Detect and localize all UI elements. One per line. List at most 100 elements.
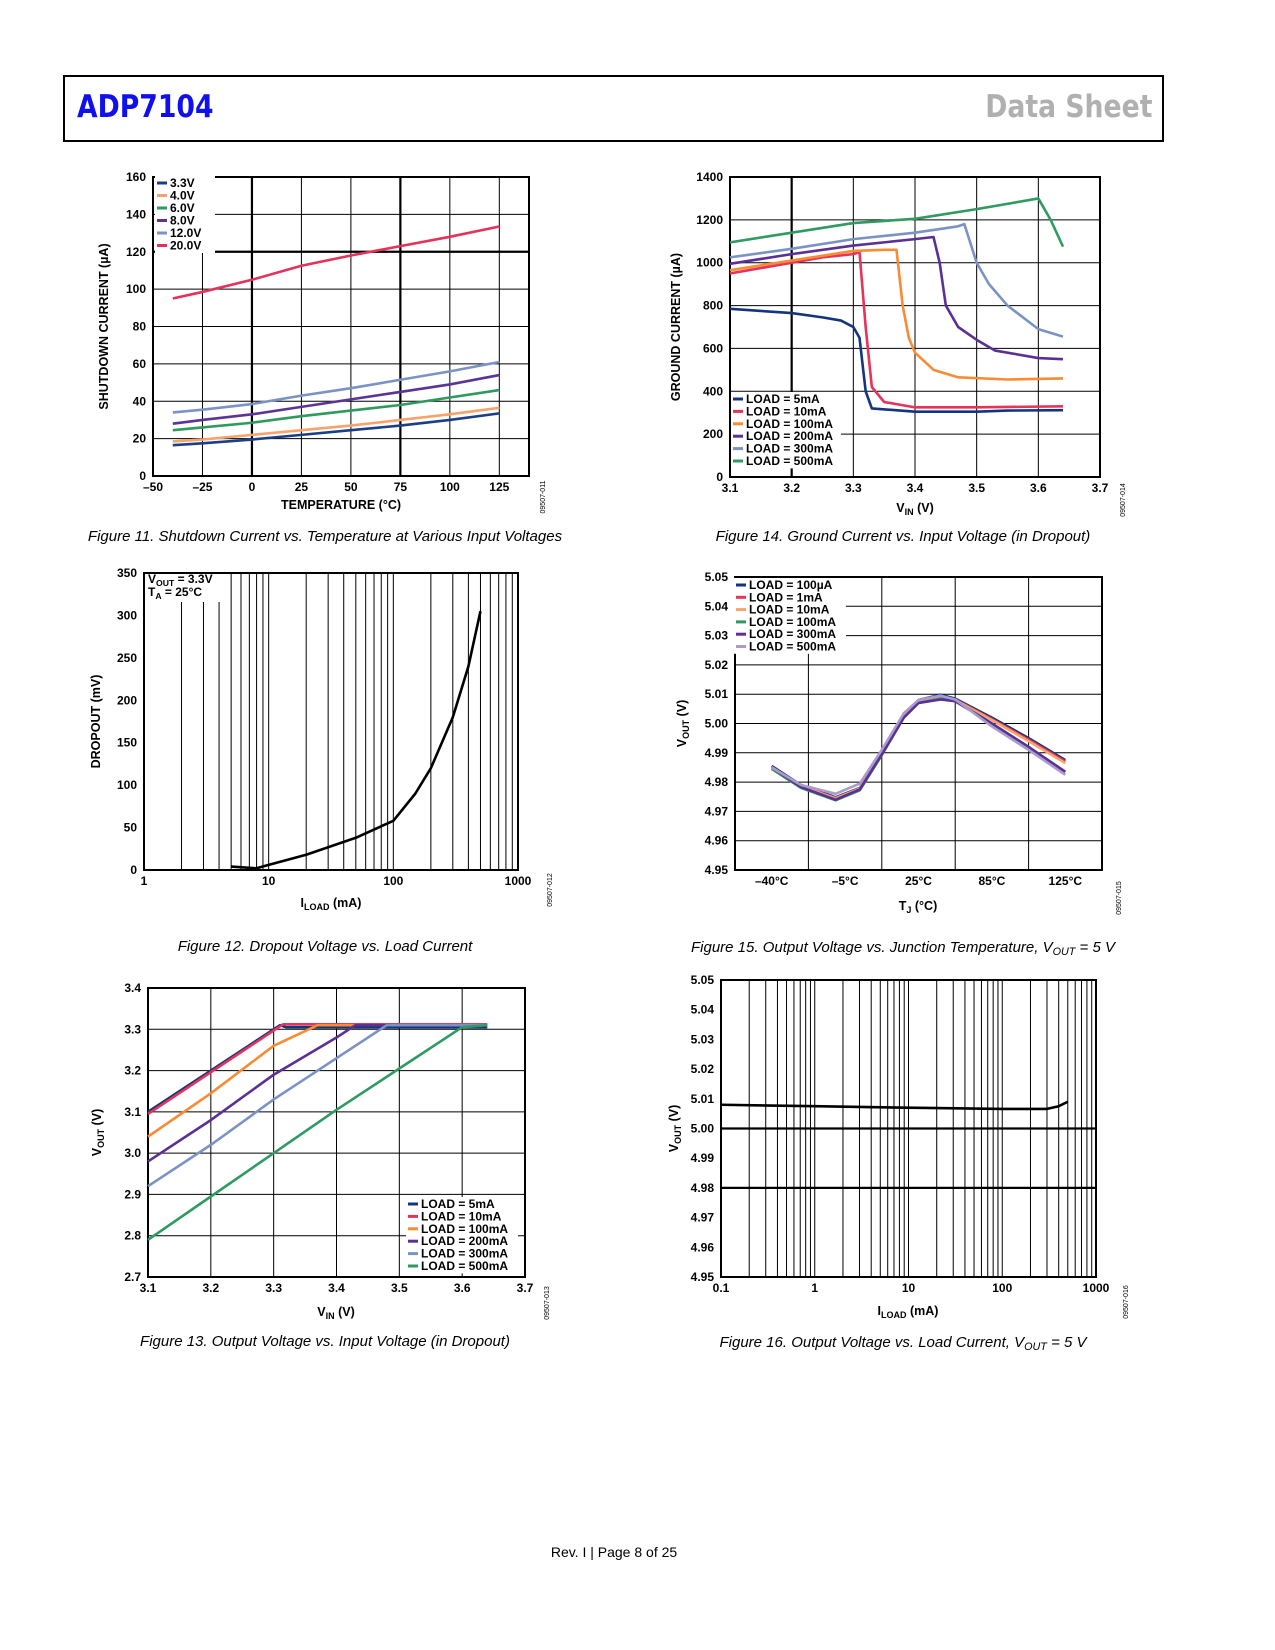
x-axis-label-rest: (mA) — [907, 1304, 939, 1318]
x-axis-label-sub: LOAD — [881, 1310, 907, 1320]
figure-code: 09507-014 — [1120, 483, 1127, 517]
legend-background — [406, 1197, 518, 1274]
y-axis-label: SHUTDOWN CURRENT (µA) — [97, 243, 111, 409]
x-tick-label: 3.7 — [517, 1281, 534, 1295]
y-axis-label-main: SHUTDOWN CURRENT (µA) — [97, 243, 111, 409]
figure-caption-sub: OUT — [1024, 1341, 1048, 1353]
y-tick-label: 50 — [124, 821, 138, 835]
x-tick-label: 10 — [902, 1281, 916, 1295]
annotation-main: T — [148, 585, 156, 599]
figure-caption: Figure 13. Output Voltage vs. Input Volt… — [140, 1333, 510, 1350]
legend-background — [734, 578, 846, 654]
x-tick-label: 3.3 — [265, 1281, 282, 1295]
legend-label: LOAD = 1mA — [749, 590, 823, 604]
y-tick-label: 3.1 — [124, 1105, 141, 1119]
plot-frame — [143, 572, 519, 871]
y-axis-label: GROUND CURRENT (µA) — [669, 253, 683, 401]
y-tick-label: 0 — [716, 470, 723, 484]
figure-code: 09507-012 — [547, 873, 554, 907]
legend-label: 3.3V — [170, 176, 195, 190]
document-type: Data Sheet — [984, 89, 1152, 125]
series-line-3 — [147, 1023, 488, 1163]
y-tick-label: 5.01 — [691, 1092, 715, 1106]
legend-label: LOAD = 5mA — [746, 392, 820, 406]
y-tick-label: 40 — [133, 394, 147, 408]
figure-09507-014: 3.1 3.2 3.3 3.4 3.5 3.6 3.7 0 200 400 600 800 1000 12… — [669, 170, 1127, 545]
page-header: ADP7104 Data Sheet — [63, 75, 1164, 142]
y-axis-label: VOUT (V) — [667, 1105, 683, 1152]
legend-label: LOAD = 500mA — [421, 1259, 508, 1273]
x-tick-label: –5°C — [832, 874, 859, 888]
y-tick-label: 1200 — [696, 213, 723, 227]
figure-caption: Figure 16. Output Voltage vs. Load Curre… — [719, 1334, 1088, 1353]
legend-label: LOAD = 100mA — [421, 1222, 508, 1236]
figure-caption-main: Figure 12. Dropout Voltage vs. Load Curr… — [178, 938, 473, 955]
figure-caption: Figure 14. Ground Current vs. Input Volt… — [716, 528, 1091, 545]
series-line-1 — [172, 406, 500, 443]
x-axis-label-main: T — [899, 899, 907, 913]
y-tick-label: 4.99 — [691, 1151, 715, 1165]
plot-frame — [147, 987, 526, 1278]
figure-caption-rest: = 5 V — [1047, 1334, 1089, 1351]
plot-frame — [729, 176, 1101, 478]
x-axis-label-rest: (V) — [335, 1305, 355, 1319]
y-tick-label: 5.03 — [691, 1032, 715, 1046]
series-line-4 — [147, 1023, 488, 1188]
x-tick-label: 3.7 — [1092, 481, 1109, 495]
x-axis-label: TEMPERATURE (°C) — [281, 498, 401, 512]
annotation-rest: = 25°C — [162, 585, 203, 599]
y-tick-label: 4.96 — [691, 1240, 715, 1254]
y-tick-label: 3.4 — [124, 981, 141, 995]
x-tick-label: 0.1 — [713, 1281, 730, 1295]
x-tick-label: 10 — [262, 874, 276, 888]
figure-code: 09507-013 — [544, 1286, 551, 1320]
series-line-5 — [729, 197, 1065, 248]
y-tick-label: 3.0 — [124, 1146, 141, 1160]
series-line-1 — [729, 250, 1064, 409]
x-tick-label: 3.4 — [907, 481, 924, 495]
x-axis-label: ILOAD (mA) — [878, 1304, 939, 1320]
y-tick-label: 400 — [703, 384, 723, 398]
y-tick-label: 160 — [126, 170, 146, 184]
annotation-background — [146, 574, 224, 602]
y-axis-label-rest: (V) — [90, 1109, 104, 1129]
y-axis-label-sub: OUT — [673, 1124, 683, 1144]
x-tick-label: 50 — [344, 480, 358, 494]
legend-label: LOAD = 10mA — [421, 1209, 502, 1223]
plot-frame — [720, 979, 1097, 1278]
x-tick-label: –40°C — [755, 874, 789, 888]
series-line-1 — [770, 695, 1066, 800]
y-tick-label: 0 — [139, 469, 146, 483]
figure-caption: Figure 15. Output Voltage vs. Junction T… — [691, 939, 1117, 958]
legend-background — [155, 176, 215, 253]
gridlines — [181, 573, 513, 870]
y-tick-label: 200 — [117, 693, 137, 707]
y-tick-label: 4.99 — [705, 746, 729, 760]
y-tick-label: 5.02 — [691, 1062, 715, 1076]
y-tick-label: 5.04 — [705, 599, 729, 613]
y-tick-label: 600 — [703, 341, 723, 355]
y-tick-label: 350 — [117, 566, 137, 580]
figure-caption-main: Figure 16. Output Voltage vs. Load Curre… — [719, 1334, 1026, 1351]
y-tick-label: 120 — [126, 245, 146, 259]
y-tick-label: 5.02 — [705, 658, 729, 672]
x-tick-label: 3.1 — [722, 481, 739, 495]
y-axis-label-main: GROUND CURRENT (µA) — [669, 253, 683, 401]
y-axis-label: VOUT (V) — [675, 700, 691, 747]
y-tick-label: 800 — [703, 299, 723, 313]
legend-label: 6.0V — [170, 201, 195, 215]
y-tick-label: 20 — [133, 432, 147, 446]
page-footer: Rev. I | Page 8 of 25 — [550, 1544, 678, 1560]
y-tick-label: 2.9 — [124, 1187, 141, 1201]
gridlines — [735, 577, 1102, 870]
x-axis-label-sub: J — [906, 905, 911, 915]
y-tick-label: 4.97 — [705, 804, 729, 818]
x-tick-label: 125 — [489, 480, 509, 494]
x-tick-label: 1 — [811, 1281, 818, 1295]
y-tick-label: 5.05 — [691, 973, 715, 987]
y-axis-label-rest: (V) — [667, 1105, 681, 1125]
series-line-0 — [729, 307, 1064, 413]
